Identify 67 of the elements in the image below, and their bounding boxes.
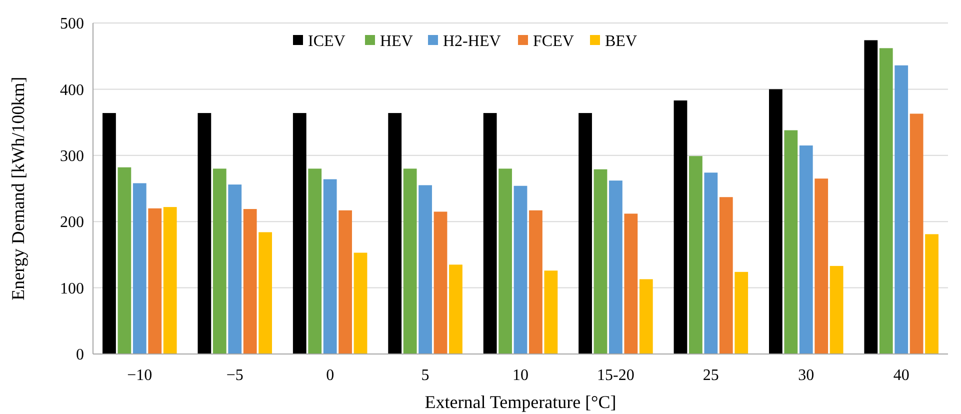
bar bbox=[118, 167, 132, 354]
x-tick-label: 25 bbox=[702, 367, 719, 384]
bar bbox=[769, 89, 782, 354]
legend-label: ICEV bbox=[308, 33, 346, 50]
bar bbox=[544, 270, 558, 354]
bar bbox=[498, 168, 512, 354]
bar bbox=[258, 232, 272, 354]
legend-label: H2-HEV bbox=[443, 33, 502, 50]
bar bbox=[388, 113, 402, 354]
bar bbox=[338, 210, 352, 354]
bar bbox=[102, 113, 116, 354]
bar bbox=[830, 266, 844, 354]
x-tick-label: 40 bbox=[893, 367, 910, 384]
bar bbox=[483, 113, 497, 354]
bar bbox=[814, 178, 828, 354]
bar bbox=[609, 180, 622, 354]
bar bbox=[434, 212, 448, 354]
bar bbox=[799, 145, 813, 354]
bar bbox=[228, 184, 242, 354]
x-tick-label: 30 bbox=[798, 367, 814, 384]
bar bbox=[879, 48, 893, 354]
bar bbox=[674, 100, 688, 354]
y-tick-label: 500 bbox=[60, 16, 84, 33]
x-tick-label: 15-20 bbox=[597, 367, 634, 384]
bar bbox=[864, 40, 878, 354]
bar bbox=[323, 179, 337, 354]
x-tick-label: −10 bbox=[127, 367, 152, 384]
bar bbox=[243, 209, 257, 354]
bar bbox=[689, 156, 702, 354]
bar bbox=[132, 183, 146, 354]
bar bbox=[292, 113, 306, 354]
bar bbox=[578, 113, 592, 354]
bar bbox=[354, 252, 368, 354]
x-tick-label: 10 bbox=[512, 367, 528, 384]
x-tick-label: 5 bbox=[421, 367, 430, 384]
bar bbox=[308, 168, 322, 354]
bar bbox=[449, 264, 462, 354]
bar bbox=[925, 234, 938, 354]
y-tick-label: 100 bbox=[60, 280, 84, 298]
x-tick-label: 0 bbox=[326, 367, 334, 384]
y-tick-label: 0 bbox=[76, 346, 84, 364]
legend-label: FCEV bbox=[533, 33, 574, 50]
y-axis-title: Energy Demand [kWh/100km] bbox=[8, 76, 28, 300]
x-axis-title: External Temperature [°C] bbox=[424, 392, 616, 412]
y-tick-label: 400 bbox=[60, 82, 84, 99]
y-tick-label: 200 bbox=[60, 214, 84, 232]
bar bbox=[734, 272, 748, 354]
bar bbox=[163, 207, 177, 354]
bar bbox=[418, 185, 432, 354]
y-tick-label: 300 bbox=[60, 148, 84, 165]
bar bbox=[514, 186, 528, 354]
bar bbox=[910, 114, 924, 354]
bar bbox=[719, 197, 733, 354]
bar bbox=[212, 168, 226, 354]
bar bbox=[594, 169, 608, 354]
legend-label: HEV bbox=[380, 33, 414, 50]
bar bbox=[148, 208, 162, 354]
bar bbox=[894, 65, 908, 354]
bar bbox=[198, 113, 212, 354]
bar bbox=[624, 214, 638, 354]
bar bbox=[529, 210, 542, 354]
bar bbox=[403, 168, 417, 354]
bar bbox=[704, 172, 718, 354]
legend-label: BEV bbox=[605, 33, 638, 50]
bar bbox=[639, 279, 653, 354]
x-tick-label: −5 bbox=[226, 367, 244, 384]
bar bbox=[784, 130, 798, 354]
